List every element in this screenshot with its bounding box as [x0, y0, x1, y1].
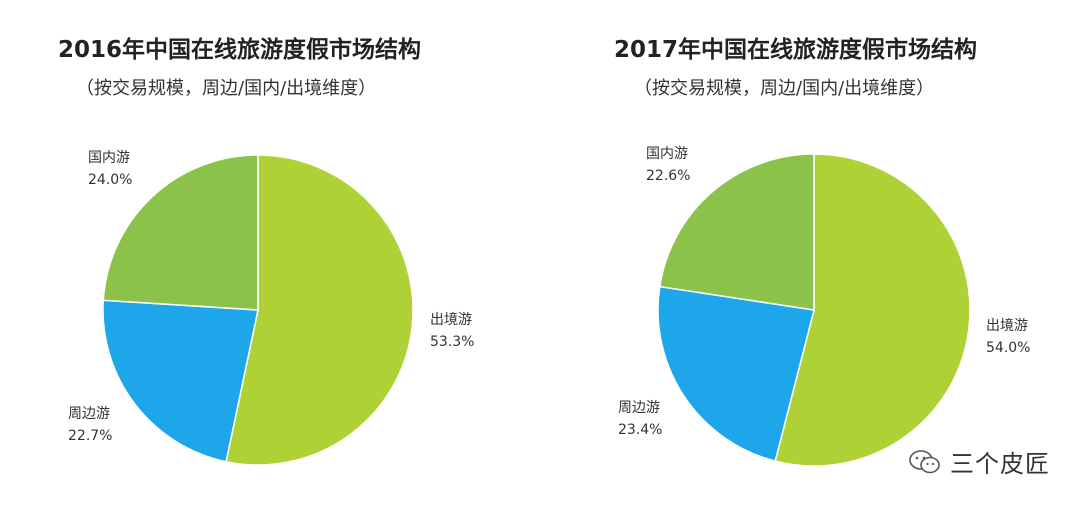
chart-title: 2017年中国在线旅游度假市场结构	[614, 37, 978, 63]
slice-label-outbound: 出境游	[986, 318, 1028, 334]
slice-label-domestic: 国内游	[88, 150, 130, 166]
pie-slice-outbound	[774, 153, 971, 467]
slice-value-surrounding: 23.4%	[618, 422, 662, 438]
pie-chart: 出境游 54.0% 周边游 23.4% 国内游 22.6%	[618, 146, 1030, 467]
watermark-text: 三个皮匠	[950, 450, 1050, 478]
pie-slice-outbound	[225, 154, 414, 466]
slice-value-surrounding: 22.7%	[68, 428, 112, 444]
pie-slice-domestic	[102, 154, 259, 311]
slice-value-domestic: 22.6%	[646, 168, 690, 184]
slice-label-surrounding: 周边游	[618, 400, 660, 416]
slice-value-domestic: 24.0%	[88, 172, 132, 188]
wechat-logo-icon	[909, 449, 940, 473]
chart-title: 2016年中国在线旅游度假市场结构	[58, 37, 422, 63]
pie-slice-domestic	[658, 153, 815, 311]
slice-label-domestic: 国内游	[646, 146, 688, 162]
pie-slice-surrounding	[657, 285, 815, 463]
pie-chart: 出境游 53.3% 周边游 22.7% 国内游 24.0%	[68, 150, 474, 466]
slice-value-outbound: 53.3%	[430, 334, 474, 350]
pie-slice-surrounding	[102, 299, 259, 463]
chart-subtitle: （按交易规模，周边/国内/出境维度）	[634, 78, 935, 99]
watermark: 三个皮匠	[908, 444, 1050, 479]
slice-label-outbound: 出境游	[430, 312, 472, 328]
chart-subtitle: （按交易规模，周边/国内/出境维度）	[76, 78, 377, 99]
slice-label-surrounding: 周边游	[68, 406, 110, 422]
chart-2016: 2016年中国在线旅游度假市场结构 （按交易规模，周边/国内/出境维度） 出境游…	[58, 37, 474, 466]
slice-value-outbound: 54.0%	[986, 340, 1030, 356]
chart-2017: 2017年中国在线旅游度假市场结构 （按交易规模，周边/国内/出境维度） 出境游…	[540, 0, 1080, 509]
